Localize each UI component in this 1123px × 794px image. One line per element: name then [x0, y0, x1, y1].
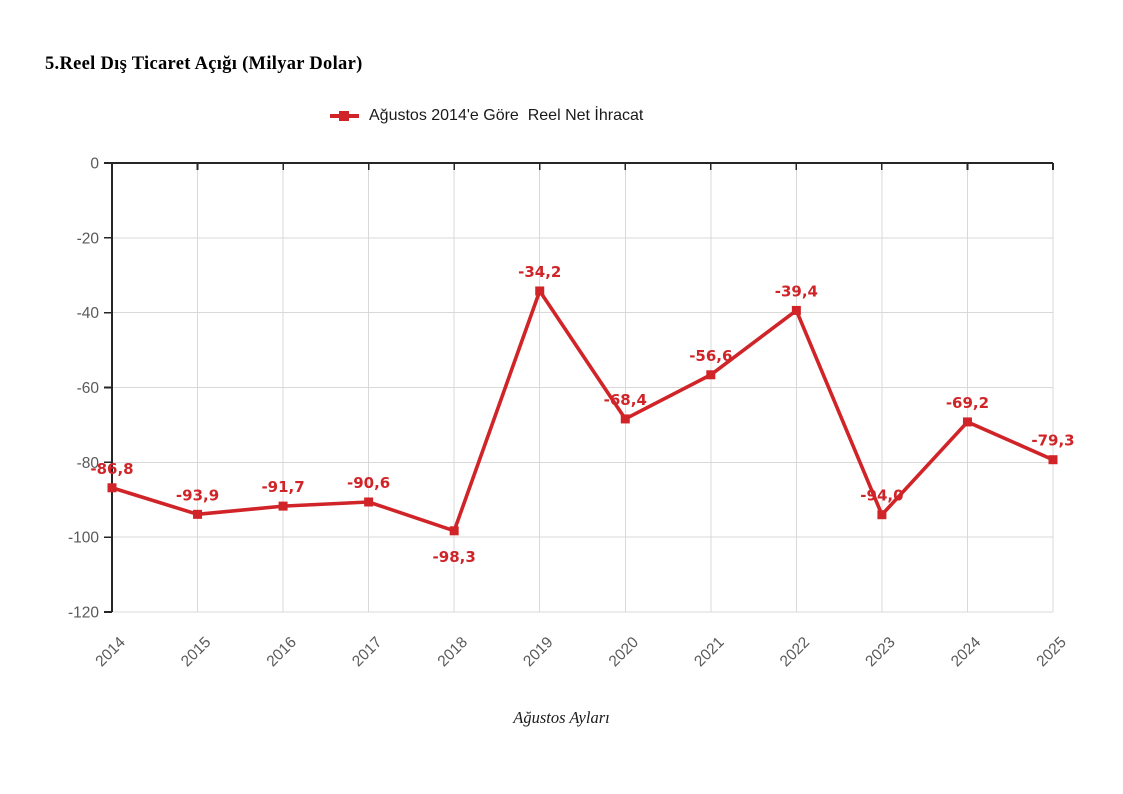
svg-text:2024: 2024 [948, 634, 985, 671]
data-point-label: -34,2 [518, 263, 561, 281]
svg-text:2020: 2020 [606, 634, 643, 671]
x-axis-title: Ağustos Ayları [513, 708, 610, 727]
data-point-label: -98,3 [433, 548, 476, 566]
y-axis-tick-labels: 0 -20 -40 -60 -80 -100 -120 [68, 156, 99, 622]
data-point-labels: -86,8 -93,9 -91,7 -90,6 -98,3 -34,2 -68,4 -56,6… [90, 263, 1074, 566]
data-point-label: -93,9 [176, 486, 219, 504]
data-point-marker [962, 417, 972, 427]
chart-title: 5.Reel Dış Ticaret Açığı (Milyar Dolar) [45, 54, 363, 74]
series-line [110, 289, 1055, 533]
svg-text:-100: -100 [68, 530, 99, 547]
data-point-markers [107, 286, 1058, 536]
data-point-marker [107, 483, 117, 493]
data-point-label: -39,4 [775, 282, 818, 300]
data-point-label: -86,8 [90, 460, 133, 478]
data-point-marker [620, 414, 630, 424]
data-point-label: -91,7 [261, 478, 304, 496]
x-axis-tick-labels: 2014 2015 2016 2017 2018 2019 2020 2021 2022 2023… [92, 634, 1069, 671]
data-point-marker [791, 305, 801, 315]
svg-text:-60: -60 [77, 380, 100, 397]
data-point-marker [877, 510, 887, 520]
data-point-label: -56,6 [689, 347, 732, 365]
svg-text:2017: 2017 [349, 634, 385, 670]
data-point-label: -69,2 [946, 394, 989, 412]
legend-line-marker-icon [330, 111, 359, 121]
svg-text:-20: -20 [77, 230, 100, 247]
data-point-marker [535, 286, 545, 296]
data-point-label: -68,4 [604, 391, 647, 409]
svg-text:2016: 2016 [264, 634, 300, 670]
data-point-marker [278, 501, 288, 511]
svg-text:2025: 2025 [1033, 634, 1069, 670]
data-point-marker [364, 497, 374, 507]
svg-text:-80: -80 [77, 455, 100, 472]
legend-series-label: Ağustos 2014'e Göre Reel Net İhracat [369, 107, 644, 124]
svg-text:2018: 2018 [435, 634, 471, 670]
data-point-marker [193, 509, 203, 519]
svg-text:2023: 2023 [862, 634, 898, 670]
data-point-marker [449, 526, 459, 536]
svg-text:2014: 2014 [92, 634, 129, 671]
svg-text:2019: 2019 [520, 634, 556, 670]
data-point-marker [706, 370, 716, 380]
legend-square-marker [339, 111, 349, 121]
svg-text:2022: 2022 [777, 634, 813, 670]
gridlines [112, 163, 1054, 613]
data-point-label: -94,0 [860, 487, 903, 505]
svg-text:2021: 2021 [691, 634, 727, 670]
svg-text:2015: 2015 [178, 634, 214, 670]
data-point-label: -79,3 [1031, 432, 1074, 450]
legend: Ağustos 2014'e Göre Reel Net İhracat [330, 107, 643, 125]
data-point-label: -90,6 [347, 474, 390, 492]
axes [104, 162, 1054, 613]
svg-text:-40: -40 [77, 305, 100, 322]
svg-text:-120: -120 [68, 605, 99, 622]
data-point-marker [1048, 455, 1058, 465]
svg-text:0: 0 [90, 156, 99, 173]
